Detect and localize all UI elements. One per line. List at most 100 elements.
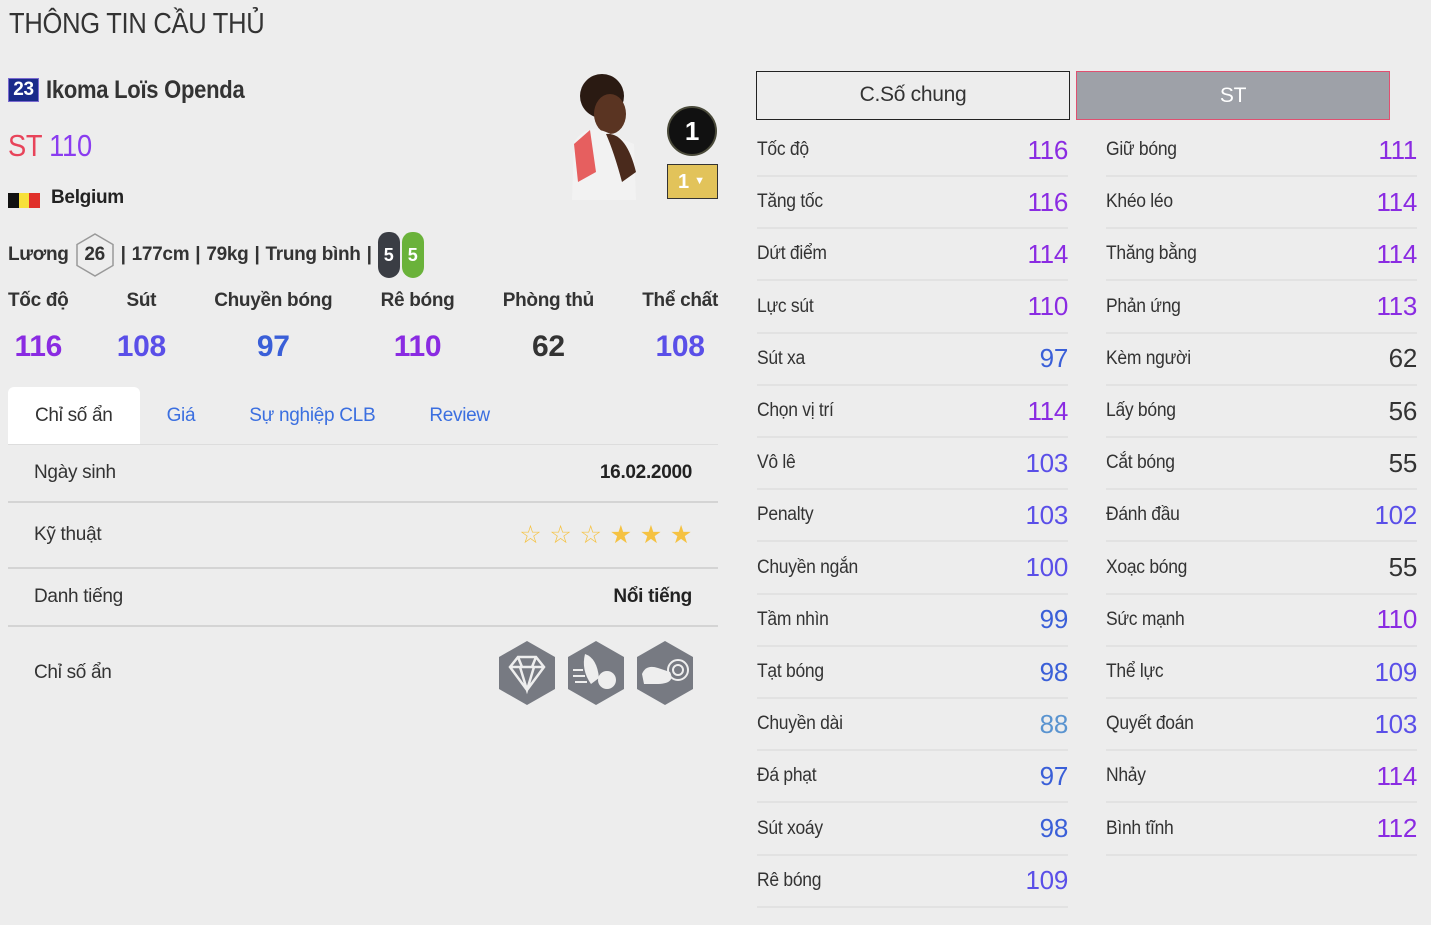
stat-row: Chuyền ngắn 100	[757, 543, 1068, 595]
stat-row: Cắt bóng 55	[1106, 438, 1418, 491]
stat-value: 55	[1388, 552, 1418, 583]
stat-row: Quyết đoán 103	[1106, 699, 1417, 752]
flag-belgium-icon	[8, 193, 41, 208]
stat-value: 111	[1378, 134, 1417, 165]
position: ST	[8, 128, 42, 163]
position-stats-button[interactable]: ST	[1076, 71, 1390, 120]
tabs: Chỉ số ẩn Giá Sự nghiệp CLB Review	[8, 387, 517, 444]
stat-label: Nhảy	[1106, 765, 1146, 787]
stat-value: 88	[1039, 708, 1069, 739]
position-rating: ST 110	[8, 128, 92, 164]
fame-value: Nổi tiếng	[613, 586, 692, 607]
stat-row: Tạt bóng 98	[757, 647, 1068, 699]
diamond-icon[interactable]	[498, 640, 556, 706]
stat-row: Kèm người 62	[1106, 334, 1417, 386]
stat-row: Chọn vị trí 114	[757, 386, 1068, 438]
salary-badge: 26	[75, 233, 115, 277]
tab-0[interactable]: Chỉ số ẩn	[8, 387, 140, 444]
stat-label: Sút xa	[757, 347, 805, 369]
stat-label: Chuyền ngắn	[757, 556, 858, 578]
finesse-boot-icon[interactable]	[636, 640, 694, 706]
summary-value: 108	[116, 330, 166, 363]
stat-label: Tạt bóng	[757, 661, 824, 682]
stat-row: Sút xoáy 98	[757, 804, 1068, 856]
stat-value: 98	[1039, 656, 1069, 687]
fame-label: Danh tiếng	[34, 586, 123, 607]
stat-row: Sút xa 97	[757, 334, 1068, 386]
stat-row: Vô lê 103	[757, 438, 1068, 491]
summary-label: Chuyền bóng	[214, 290, 333, 311]
summary-value: 116	[14, 330, 62, 363]
stat-label: Thể lực	[1106, 661, 1164, 682]
skill-stars: ☆ ☆ ☆ ★ ★ ★	[519, 520, 692, 550]
stat-value: 114	[1376, 760, 1417, 791]
general-stats-button[interactable]: C.Số chung	[756, 71, 1070, 120]
stat-value: 110	[1027, 291, 1068, 322]
stat-label: Rê bóng	[757, 869, 822, 891]
weight: 79kg	[206, 244, 249, 265]
star-filled-icon: ★	[609, 521, 632, 549]
summary-label: Sút	[126, 290, 157, 311]
summary-stat: Rê bóng 110	[381, 290, 455, 364]
summary-stats: Tốc độ 116 Sút 108 Chuyền bóng 97 Rê bóng 110 Ph…	[0, 290, 720, 364]
stat-row: Sức mạnh 110	[1106, 595, 1417, 647]
star-filled-icon: ★	[639, 521, 662, 549]
page-title: THÔNG TIN CẦU THỦ	[9, 8, 265, 40]
stat-value: 110	[1376, 604, 1417, 635]
stat-value: 100	[1025, 552, 1069, 583]
chevron-down-icon: ▼	[694, 175, 705, 187]
stat-value: 109	[1374, 656, 1418, 687]
stat-label: Kèm người	[1106, 347, 1191, 369]
stat-value: 103	[1025, 499, 1069, 530]
overall: 110	[49, 128, 92, 163]
player-name: Ikoma Loïs Openda	[46, 76, 245, 104]
left-foot-icon: 5	[377, 232, 400, 278]
skill-label: Kỹ thuật	[34, 524, 102, 545]
stat-label: Tầm nhìn	[757, 608, 829, 630]
tab-3[interactable]: Review	[429, 405, 490, 426]
summary-stat: Phòng thủ 62	[502, 290, 595, 364]
stat-value: 97	[1039, 343, 1069, 374]
star-empty-icon: ☆	[519, 521, 542, 549]
stat-value: 112	[1376, 813, 1417, 844]
stat-label: Khéo léo	[1106, 191, 1173, 213]
stat-label: Cắt bóng	[1106, 452, 1175, 474]
tab-2[interactable]: Sự nghiệp CLB	[249, 405, 376, 426]
detail-fame: Danh tiếng Nổi tiếng	[8, 569, 718, 627]
stat-row: Chuyền dài 88	[757, 699, 1069, 752]
stat-label: Sức mạnh	[1106, 608, 1185, 630]
salary-label: Lương	[8, 244, 69, 265]
stat-row: Đá phạt 97	[757, 751, 1069, 804]
stat-value: 102	[1374, 499, 1418, 530]
star-filled-icon: ★	[669, 521, 692, 549]
hidden-traits	[498, 640, 694, 706]
summary-stat: Thể chất 108	[642, 290, 718, 364]
stat-row: Rê bóng 109	[757, 856, 1068, 908]
level-select[interactable]: 1 ▼	[667, 164, 718, 199]
upgrade-level-badge: 1	[667, 106, 717, 156]
season-badge: 23	[8, 78, 39, 102]
stat-label: Chọn vị trí	[757, 400, 834, 421]
work-rate: Trung bình	[265, 244, 361, 265]
stat-label: Dứt điểm	[757, 243, 827, 265]
stat-row: Thăng bằng 114	[1106, 229, 1417, 282]
stat-value: 114	[1376, 186, 1417, 217]
stat-value: 55	[1388, 447, 1418, 478]
stat-label: Chuyền dài	[757, 713, 843, 735]
summary-label: Phòng thủ	[502, 290, 595, 311]
speed-dribbler-icon[interactable]	[567, 640, 625, 706]
stat-value: 97	[1039, 760, 1069, 791]
tab-1[interactable]: Giá	[166, 405, 196, 426]
stat-label: Đá phạt	[757, 765, 817, 787]
stat-row: Tăng tốc 116	[757, 177, 1068, 230]
stat-value: 99	[1039, 604, 1069, 635]
summary-stat: Sút 108	[117, 290, 166, 364]
stat-row: Phản ứng 113	[1106, 282, 1417, 334]
birth-value: 16.02.2000	[599, 462, 692, 483]
summary-value: 110	[393, 330, 442, 363]
summary-label: Thể chất	[642, 290, 718, 311]
stat-row: Tốc độ 116	[757, 125, 1068, 177]
stat-value: 116	[1027, 134, 1068, 165]
stat-row: Dứt điểm 114	[757, 229, 1068, 282]
